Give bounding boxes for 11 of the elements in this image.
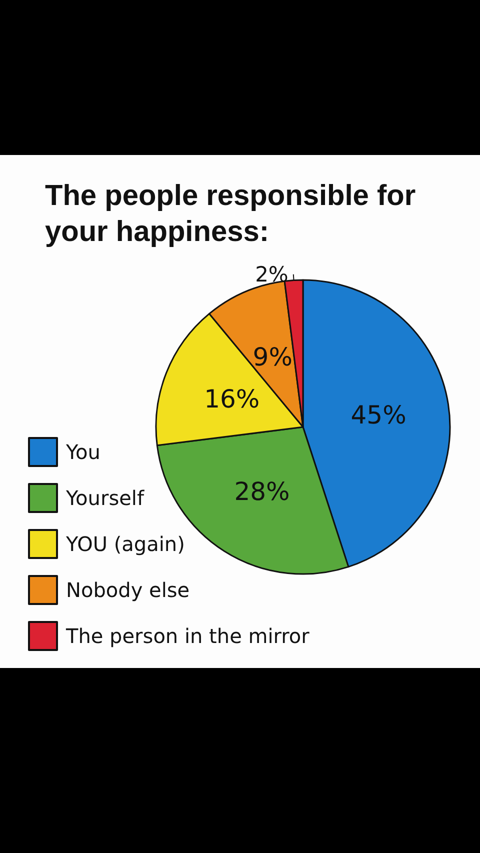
data-label: 45%	[350, 400, 406, 430]
legend-label: YOU (again)	[65, 532, 185, 556]
legend-label: You	[65, 440, 100, 464]
legend-label: Yourself	[65, 486, 145, 510]
legend-label: The person in the mirror	[65, 624, 310, 648]
data-label: 2%	[255, 262, 288, 286]
legend-label: Nobody else	[66, 578, 190, 602]
chart-title: The people responsible for your happiness:	[45, 180, 424, 248]
data-label: 9%	[252, 342, 292, 372]
data-label: 16%	[204, 384, 260, 414]
data-label: 28%	[234, 477, 290, 506]
